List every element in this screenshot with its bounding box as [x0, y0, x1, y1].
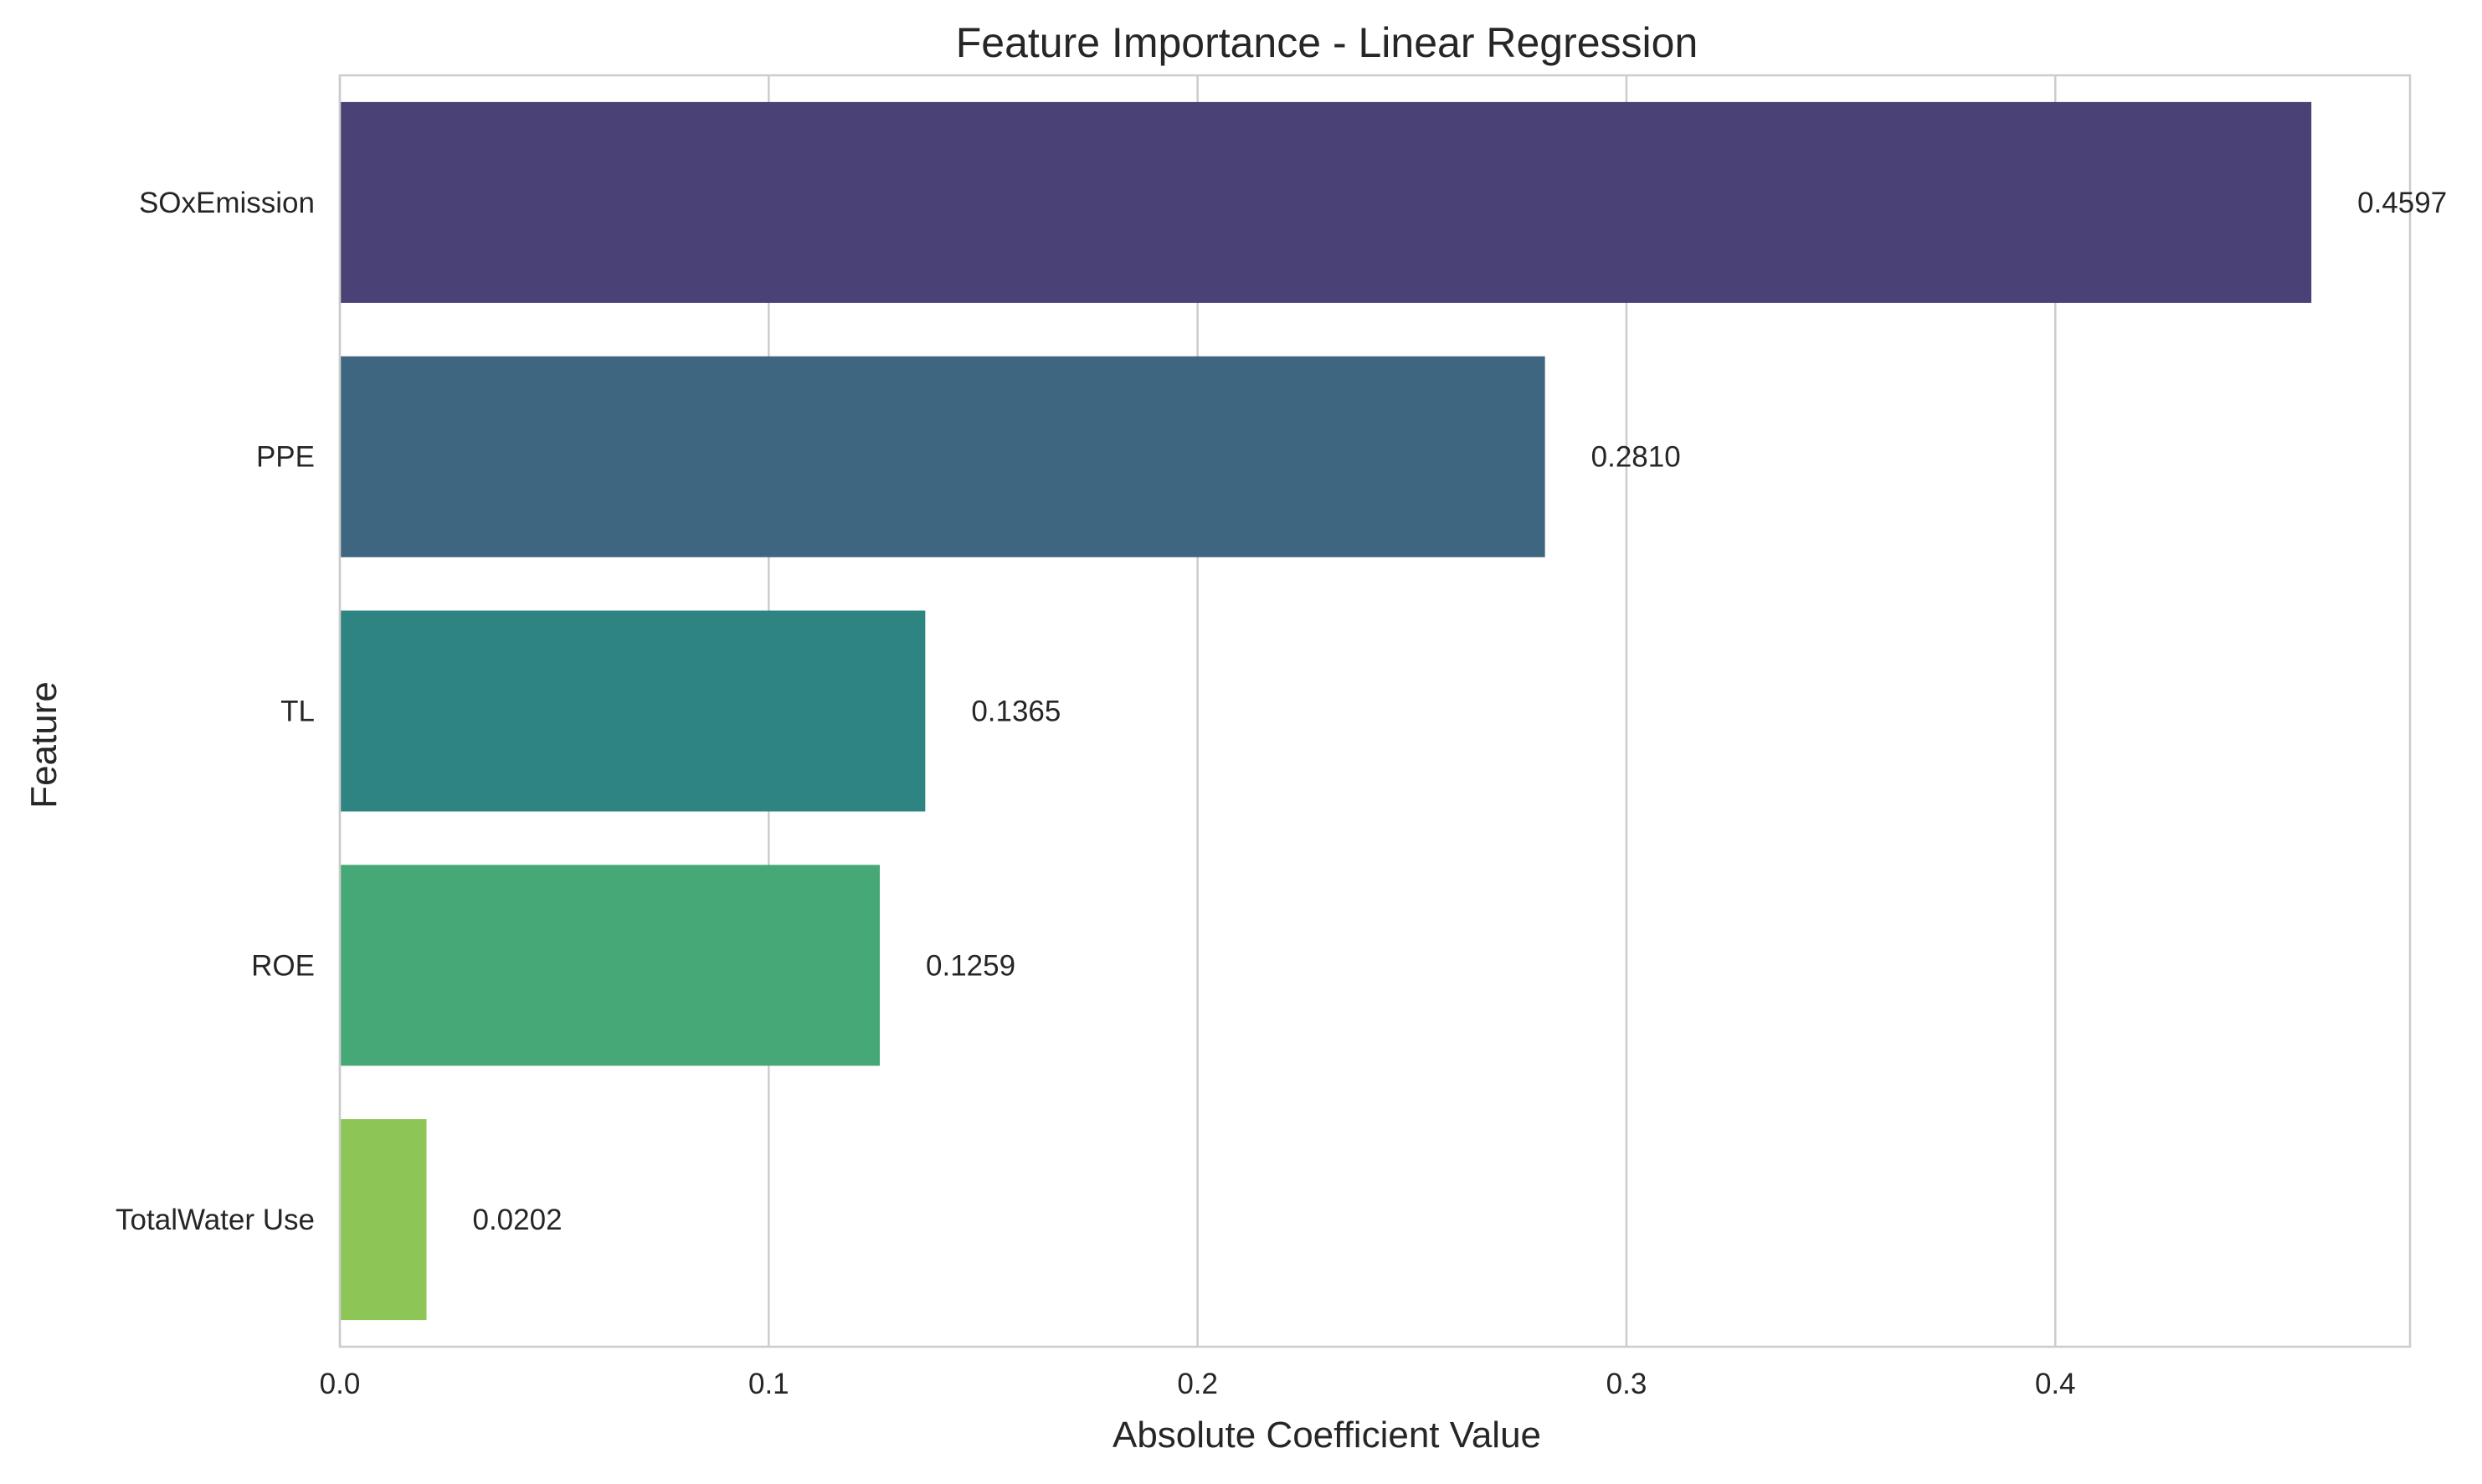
y-tick-label-tl: TL	[280, 696, 315, 728]
x-tick-label-1: 0.1	[748, 1368, 789, 1400]
bar-roe	[340, 865, 881, 1066]
y-tick-label-soxemission: SOxEmission	[139, 187, 315, 219]
bar-soxemission	[340, 101, 2312, 303]
y-axis-label: Feature	[23, 681, 64, 809]
data-label-soxemission: 0.4597	[2357, 187, 2447, 219]
axes-frame	[338, 74, 2412, 1348]
y-tick-labels: SOxEmission PPE TL ROE TotalWater Use	[116, 187, 315, 1236]
chart-title: Feature Importance - Linear Regression	[956, 19, 1698, 66]
bars	[340, 101, 2312, 1321]
data-labels: 0.4597 0.2810 0.1365 0.1259 0.0202	[472, 187, 2447, 1236]
y-tick-label-roe: ROE	[251, 949, 315, 982]
data-label-tl: 0.1365	[971, 696, 1061, 728]
x-tick-label-3: 0.3	[1606, 1368, 1647, 1400]
bar-tl	[340, 610, 926, 812]
x-tick-label-2: 0.2	[1177, 1368, 1218, 1400]
x-axis-label: Absolute Coefficient Value	[1113, 1415, 1541, 1456]
y-tick-label-totalwater-use: TotalWater Use	[116, 1204, 315, 1236]
data-label-totalwater-use: 0.0202	[472, 1204, 562, 1236]
bar-ppe	[340, 356, 1545, 557]
x-tick-label-4: 0.4	[2035, 1368, 2076, 1400]
x-tick-labels: 0.0 0.1 0.2 0.3 0.4	[320, 1368, 2076, 1400]
y-tick-label-ppe: PPE	[256, 441, 315, 474]
data-label-roe: 0.1259	[926, 949, 1015, 982]
x-tick-label-0: 0.0	[320, 1368, 361, 1400]
bar-totalwater-use	[340, 1119, 427, 1321]
data-label-ppe: 0.2810	[1591, 441, 1681, 474]
